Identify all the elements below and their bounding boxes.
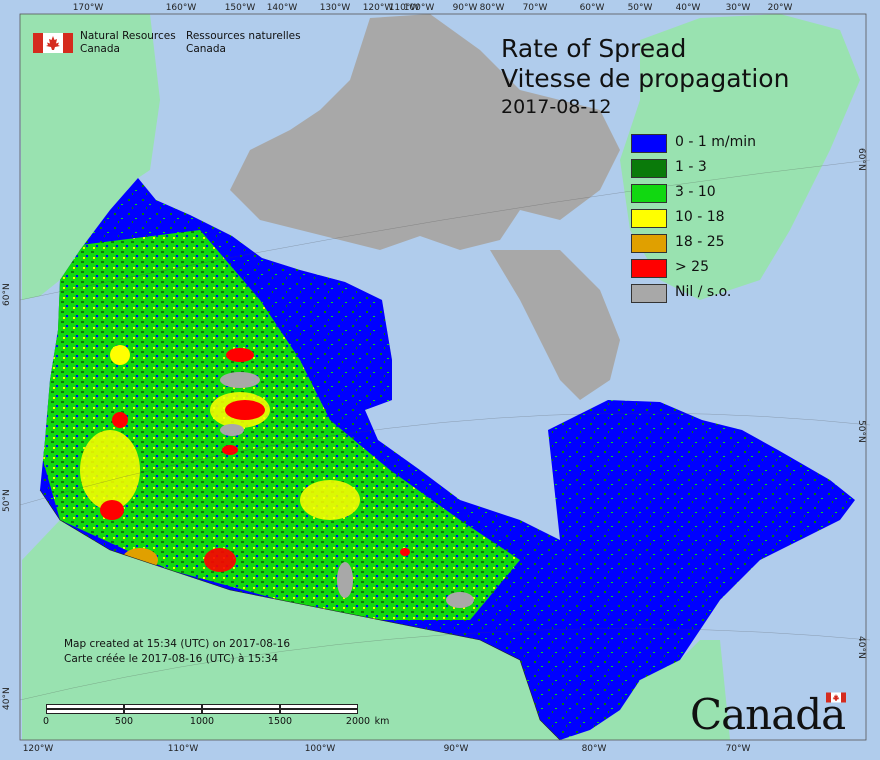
bottom-longitude-label: 70°W	[725, 744, 751, 754]
western-fire-zone	[40, 230, 520, 620]
legend-label: > 25	[675, 259, 709, 275]
legend-label: Nil / s.o.	[675, 284, 732, 300]
scale-label-2000: 2000	[345, 716, 371, 727]
agency-name-fr-1: Ressources naturelles	[186, 30, 301, 42]
scale-label-500: 500	[114, 716, 134, 727]
agency-name-fr-2: Canada	[186, 43, 226, 55]
title-en: Rate of Spread	[501, 34, 687, 63]
wordmark-flag-icon	[826, 692, 846, 703]
bottom-longitude-label: 90°W	[443, 744, 469, 754]
top-longitude-label: 130°W	[319, 3, 351, 13]
legend-swatch	[631, 184, 667, 203]
top-longitude-label: 160°W	[165, 3, 197, 13]
top-longitude-label: 150°W	[224, 3, 256, 13]
canada-flag-icon	[33, 33, 73, 53]
agency-name-en-1: Natural Resources	[80, 30, 176, 42]
legend-label: 18 - 25	[675, 234, 725, 250]
top-longitude-label: 30°W	[725, 3, 751, 13]
top-longitude-label: 100°W	[403, 3, 435, 13]
arctic-archipelago	[230, 14, 620, 250]
left-latitude-label: 60°N	[2, 283, 12, 306]
title-date: 2017-08-12	[501, 96, 612, 118]
top-longitude-label: 110°W	[388, 3, 420, 13]
top-longitude-label: 140°W	[266, 3, 298, 13]
legend-label: 1 - 3	[675, 159, 707, 175]
neatline	[19, 13, 867, 741]
agency-name-en-2: Canada	[80, 43, 120, 55]
lake-athabasca	[220, 424, 244, 436]
alaska-land	[20, 14, 160, 300]
scale-bar: 0 500 1000 1500 2000 km	[42, 704, 389, 727]
top-longitude-label: 40°W	[675, 3, 701, 13]
top-longitude-label: 120°W	[362, 3, 394, 13]
scale-unit: km	[374, 716, 390, 727]
bottom-longitude-label: 120°W	[22, 744, 54, 754]
scale-label-1000: 1000	[189, 716, 215, 727]
legend-label: 0 - 1 m/min	[675, 134, 756, 150]
top-longitude-label: 90°W	[452, 3, 478, 13]
legend-swatch	[631, 134, 667, 153]
hudson-bay	[392, 330, 548, 470]
bottom-longitude-label: 110°W	[167, 744, 199, 754]
map-title: Rate of Spread Vitesse de propagation 20…	[501, 34, 789, 120]
us-canada-border	[39, 489, 561, 741]
legend-swatch	[631, 234, 667, 253]
legend-label: 10 - 18	[675, 209, 725, 225]
top-longitude-label: 80°W	[479, 3, 505, 13]
left-latitude-label: 50°N	[2, 489, 12, 512]
map-credits: Map created at 15:34 (UTC) on 2017-08-16…	[64, 637, 290, 667]
canada-wordmark: Canada	[690, 690, 846, 739]
top-longitude-label: 50°W	[627, 3, 653, 13]
usa-land	[22, 520, 730, 740]
left-latitude-label: 40°N	[2, 687, 12, 710]
right-latitude-label: 50°N	[856, 420, 866, 443]
top-longitude-label: 170°W	[72, 3, 104, 13]
baffin-island	[490, 250, 620, 400]
legend-swatch	[631, 159, 667, 178]
legend-swatch	[631, 284, 667, 303]
scale-label-1500: 1500	[267, 716, 293, 727]
top-longitude-label: 20°W	[767, 3, 793, 13]
legend-swatch	[631, 259, 667, 278]
top-longitude-label: 70°W	[522, 3, 548, 13]
lake-superior	[446, 592, 474, 608]
lake-winnipeg	[337, 562, 353, 598]
graticule	[19, 159, 871, 701]
scale-label-0: 0	[42, 716, 50, 727]
greenland-land	[620, 14, 860, 300]
bottom-longitude-label: 100°W	[304, 744, 336, 754]
top-longitude-label: 60°W	[579, 3, 605, 13]
legend-swatch	[631, 209, 667, 228]
legend-label: 3 - 10	[675, 184, 716, 200]
title-fr: Vitesse de propagation	[501, 64, 790, 93]
bottom-longitude-label: 80°W	[581, 744, 607, 754]
right-latitude-label: 40°N	[856, 636, 866, 659]
right-latitude-label: 60°N	[856, 148, 866, 171]
great-slave-lake	[220, 372, 260, 388]
credit-fr: Carte créée le 2017-08-16 (UTC) à 15:34	[64, 653, 279, 665]
credit-en: Map created at 15:34 (UTC) on 2017-08-16	[64, 638, 291, 650]
